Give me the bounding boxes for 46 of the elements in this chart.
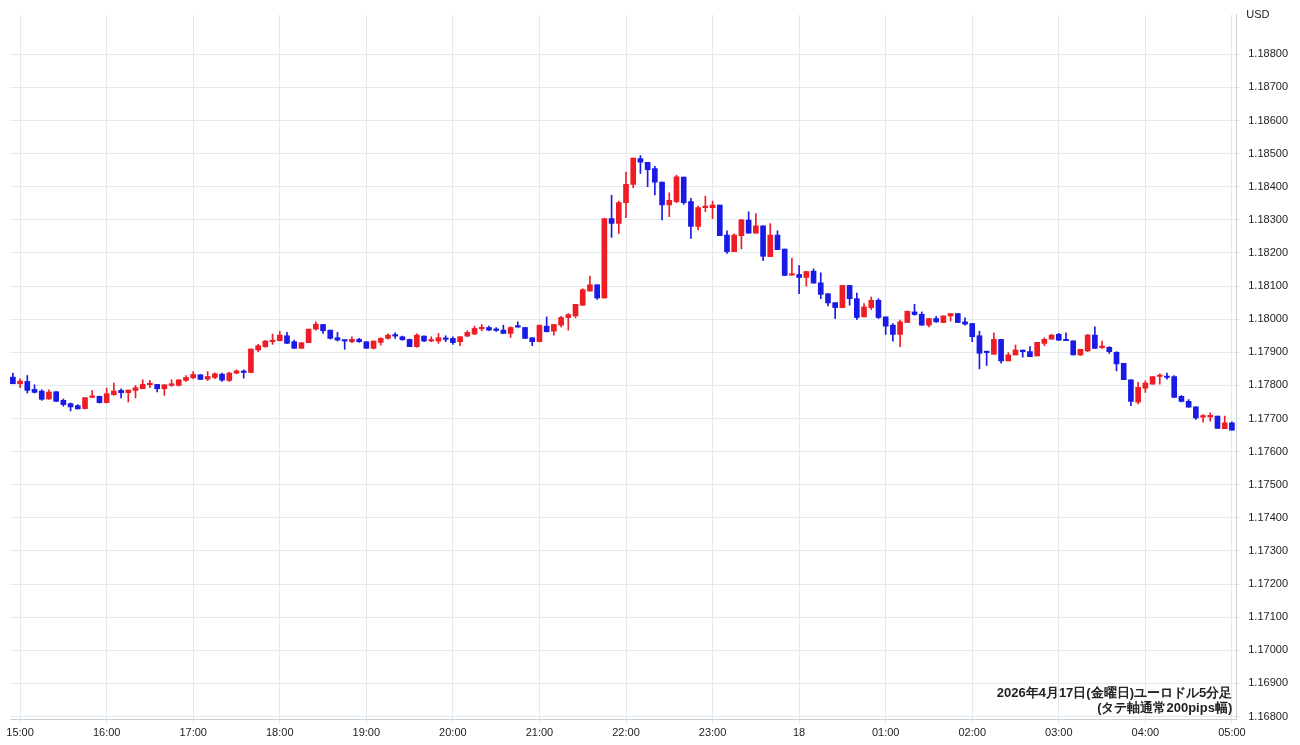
y-tick-label: 1.18300	[1248, 212, 1288, 225]
candlestick	[789, 257, 795, 276]
annotation: 2026年4月17日(金曜日)ユーロドル5分足	[996, 684, 1233, 700]
y-tick-label: 1.18700	[1248, 80, 1288, 93]
x-tick-label: 20:00	[439, 726, 467, 739]
y-tick-label: 1.17900	[1248, 345, 1288, 358]
y-tick-label: 1.17300	[1248, 543, 1288, 556]
x-tick-label: 22:00	[612, 726, 640, 739]
y-tick-label: 1.18100	[1248, 279, 1288, 292]
y-tick-label: 1.18200	[1248, 246, 1288, 259]
candlestick	[796, 265, 802, 295]
y-tick-label: 1.17000	[1248, 643, 1288, 656]
x-tick-label: 16:00	[92, 726, 121, 739]
y-tick-label: 1.18500	[1248, 146, 1288, 159]
y-tick-label: 1.18000	[1248, 312, 1288, 325]
y-tick-label: 1.16900	[1248, 676, 1288, 689]
annotation: (タテ軸通常200pips幅)	[1097, 699, 1233, 715]
y-tick-label: 1.17700	[1248, 411, 1288, 424]
x-tick-label: 19:00	[352, 726, 381, 739]
x-tick-label: 21:00	[525, 726, 554, 739]
y-tick-label: 1.18800	[1248, 47, 1288, 60]
x-tick-label: 01:00	[871, 726, 900, 739]
x-tick-label: 03:00	[1045, 726, 1073, 739]
x-tick-label: 23:00	[698, 726, 727, 739]
x-tick-label: 18:00	[266, 726, 294, 739]
y-tick-label: 1.18400	[1248, 179, 1288, 192]
x-tick-label: 02:00	[958, 726, 986, 739]
y-tick-label: 1.17500	[1248, 477, 1288, 490]
candlestick	[341, 339, 348, 350]
y-tick-label: 1.16800	[1248, 709, 1288, 722]
y-tick-label: 1.17800	[1248, 378, 1288, 391]
candlestick	[666, 192, 673, 217]
x-tick-label: 05:00	[1218, 726, 1246, 739]
x-tick-label: 04:00	[1131, 726, 1160, 739]
candlestick	[392, 332, 399, 339]
y-tick-label: 1.17400	[1248, 510, 1288, 523]
y-tick-label: 1.17200	[1248, 577, 1288, 590]
y-tick-label: 1.17100	[1248, 610, 1288, 623]
x-tick-label: 15:00	[6, 726, 34, 739]
y-tick-label: 1.18600	[1248, 113, 1288, 126]
y-tick-label: 1.17600	[1248, 444, 1288, 457]
x-tick-label: 17:00	[179, 726, 207, 739]
candlestick	[1156, 373, 1163, 385]
x-tick-label: 18	[793, 726, 806, 739]
candlestick	[1099, 340, 1105, 349]
y-axis-title: USD	[1246, 8, 1270, 21]
